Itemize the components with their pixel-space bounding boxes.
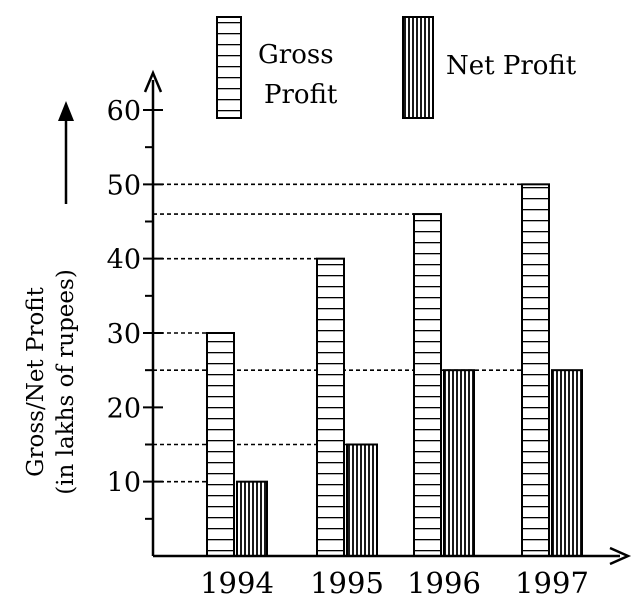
y-tick-label: 30 xyxy=(107,319,141,350)
bar-gross-profit-1997 xyxy=(521,183,550,557)
legend-label-gross-line2: Profit xyxy=(264,80,338,110)
x-tick-labels: 1994 1995 1996 1997 xyxy=(200,566,589,600)
legend-swatch-net-profit xyxy=(402,16,434,119)
y-axis-title: Gross/Net Profit (in lakhs of rupees) xyxy=(23,269,79,495)
y-tick-label: 60 xyxy=(107,96,141,127)
y-tick-label: 10 xyxy=(107,468,141,499)
x-tick-label-1996: 1996 xyxy=(407,566,481,600)
y-tick-label: 50 xyxy=(107,170,141,201)
bars-group xyxy=(206,183,583,557)
legend-label-gross-line1: Gross xyxy=(258,40,334,70)
legend-swatch-gross-profit xyxy=(216,16,242,119)
bar-gross-profit-1994 xyxy=(206,332,235,557)
x-tick-label-1994: 1994 xyxy=(200,566,274,600)
bar-gross-profit-1995 xyxy=(316,257,345,557)
y-ticks: 10 20 30 40 50 60 xyxy=(107,96,163,520)
x-tick-label-1997: 1997 xyxy=(515,566,589,600)
bar-gross-profit-1996 xyxy=(413,213,442,557)
bar-net-profit-1997 xyxy=(551,369,583,557)
y-axis-title-line2: (in lakhs of rupees) xyxy=(53,269,79,495)
bar-net-profit-1996 xyxy=(443,369,475,557)
y-axis-title-line1: Gross/Net Profit xyxy=(23,286,49,477)
y-tick-label: 20 xyxy=(107,393,141,424)
y-title-arrow-head xyxy=(58,101,74,121)
legend: Gross Profit Net Profit xyxy=(216,16,577,119)
bar-net-profit-1995 xyxy=(346,443,378,557)
x-axis-arrow xyxy=(609,546,632,566)
legend-label-net: Net Profit xyxy=(446,51,577,81)
x-tick-label-1995: 1995 xyxy=(310,566,384,600)
bar-net-profit-1994 xyxy=(236,480,268,557)
y-tick-label: 40 xyxy=(107,245,141,276)
y-axis-arrow xyxy=(143,69,163,93)
